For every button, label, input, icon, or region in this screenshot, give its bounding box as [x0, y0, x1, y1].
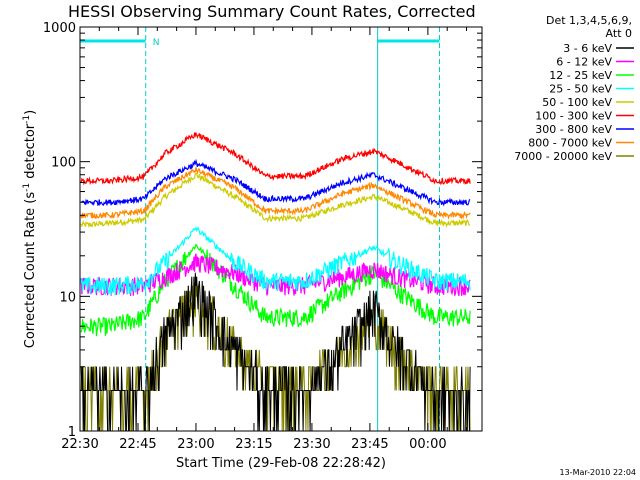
x-tick-label: 22:45 [119, 437, 156, 452]
x-axis: 22:30 22:45 23:00 23:15 23:30 23:45 00:00 [61, 27, 468, 452]
y-tick-label: 100 [51, 156, 76, 171]
series-line [80, 243, 471, 337]
series-line [80, 166, 471, 221]
y-tick-label: 1000 [43, 21, 76, 36]
legend-label: 12 - 25 keV [549, 69, 612, 82]
legend-label: 100 - 300 keV [535, 110, 612, 123]
legend-label: 800 - 7000 keV [528, 137, 612, 150]
x-tick-label: 23:45 [351, 437, 388, 452]
y-axis-label-part2: detector [23, 123, 38, 183]
y-tick-label: 1 [68, 425, 76, 440]
legend-label: 3 - 6 keV [563, 42, 612, 55]
legend-header-line2: Att 0 [606, 27, 632, 40]
night-bars: N [80, 27, 440, 431]
legend-label: 50 - 100 keV [542, 96, 612, 109]
x-tick-label: 23:15 [235, 437, 272, 452]
y-axis-label: Corrected Count Rate (s-1 detector-1) [22, 110, 38, 348]
y-tick-label: 10 [59, 290, 76, 305]
chart-title: HESSI Observing Summary Count Rates, Cor… [68, 2, 476, 21]
y-axis-label-part1: Corrected Count Rate (s [23, 192, 38, 349]
legend-label: 7000 - 20000 keV [514, 150, 612, 163]
x-tick-label: 00:00 [409, 437, 446, 452]
legend-label: 25 - 50 keV [549, 83, 612, 96]
y-axis-label-sup2: -1 [22, 115, 32, 124]
legend-label: 300 - 800 keV [535, 123, 612, 136]
x-tick-label: 23:00 [177, 437, 214, 452]
x-tick-label: 23:30 [293, 437, 330, 452]
series-line [80, 158, 471, 207]
y-axis: 1 10 100 1000 [43, 21, 482, 440]
x-tick-label: 22:30 [61, 437, 98, 452]
flag-label: N [153, 38, 160, 48]
y-axis-label-part3: ) [23, 110, 38, 115]
plot-frame [79, 26, 483, 432]
series-line [80, 172, 471, 228]
y-axis-label-sup1: -1 [22, 183, 32, 192]
legend-header-line1: Det 1,3,4,5,6,9, [546, 14, 632, 27]
timestamp: 13-Mar-2010 22:04 [560, 468, 637, 477]
series-line [80, 131, 471, 186]
series-group [80, 131, 471, 432]
legend-label: 6 - 12 keV [556, 56, 612, 69]
series-line [80, 253, 471, 296]
series-line [80, 272, 471, 432]
series-line [80, 226, 471, 296]
x-axis-label: Start Time (29-Feb-08 22:28:42) [176, 456, 386, 471]
